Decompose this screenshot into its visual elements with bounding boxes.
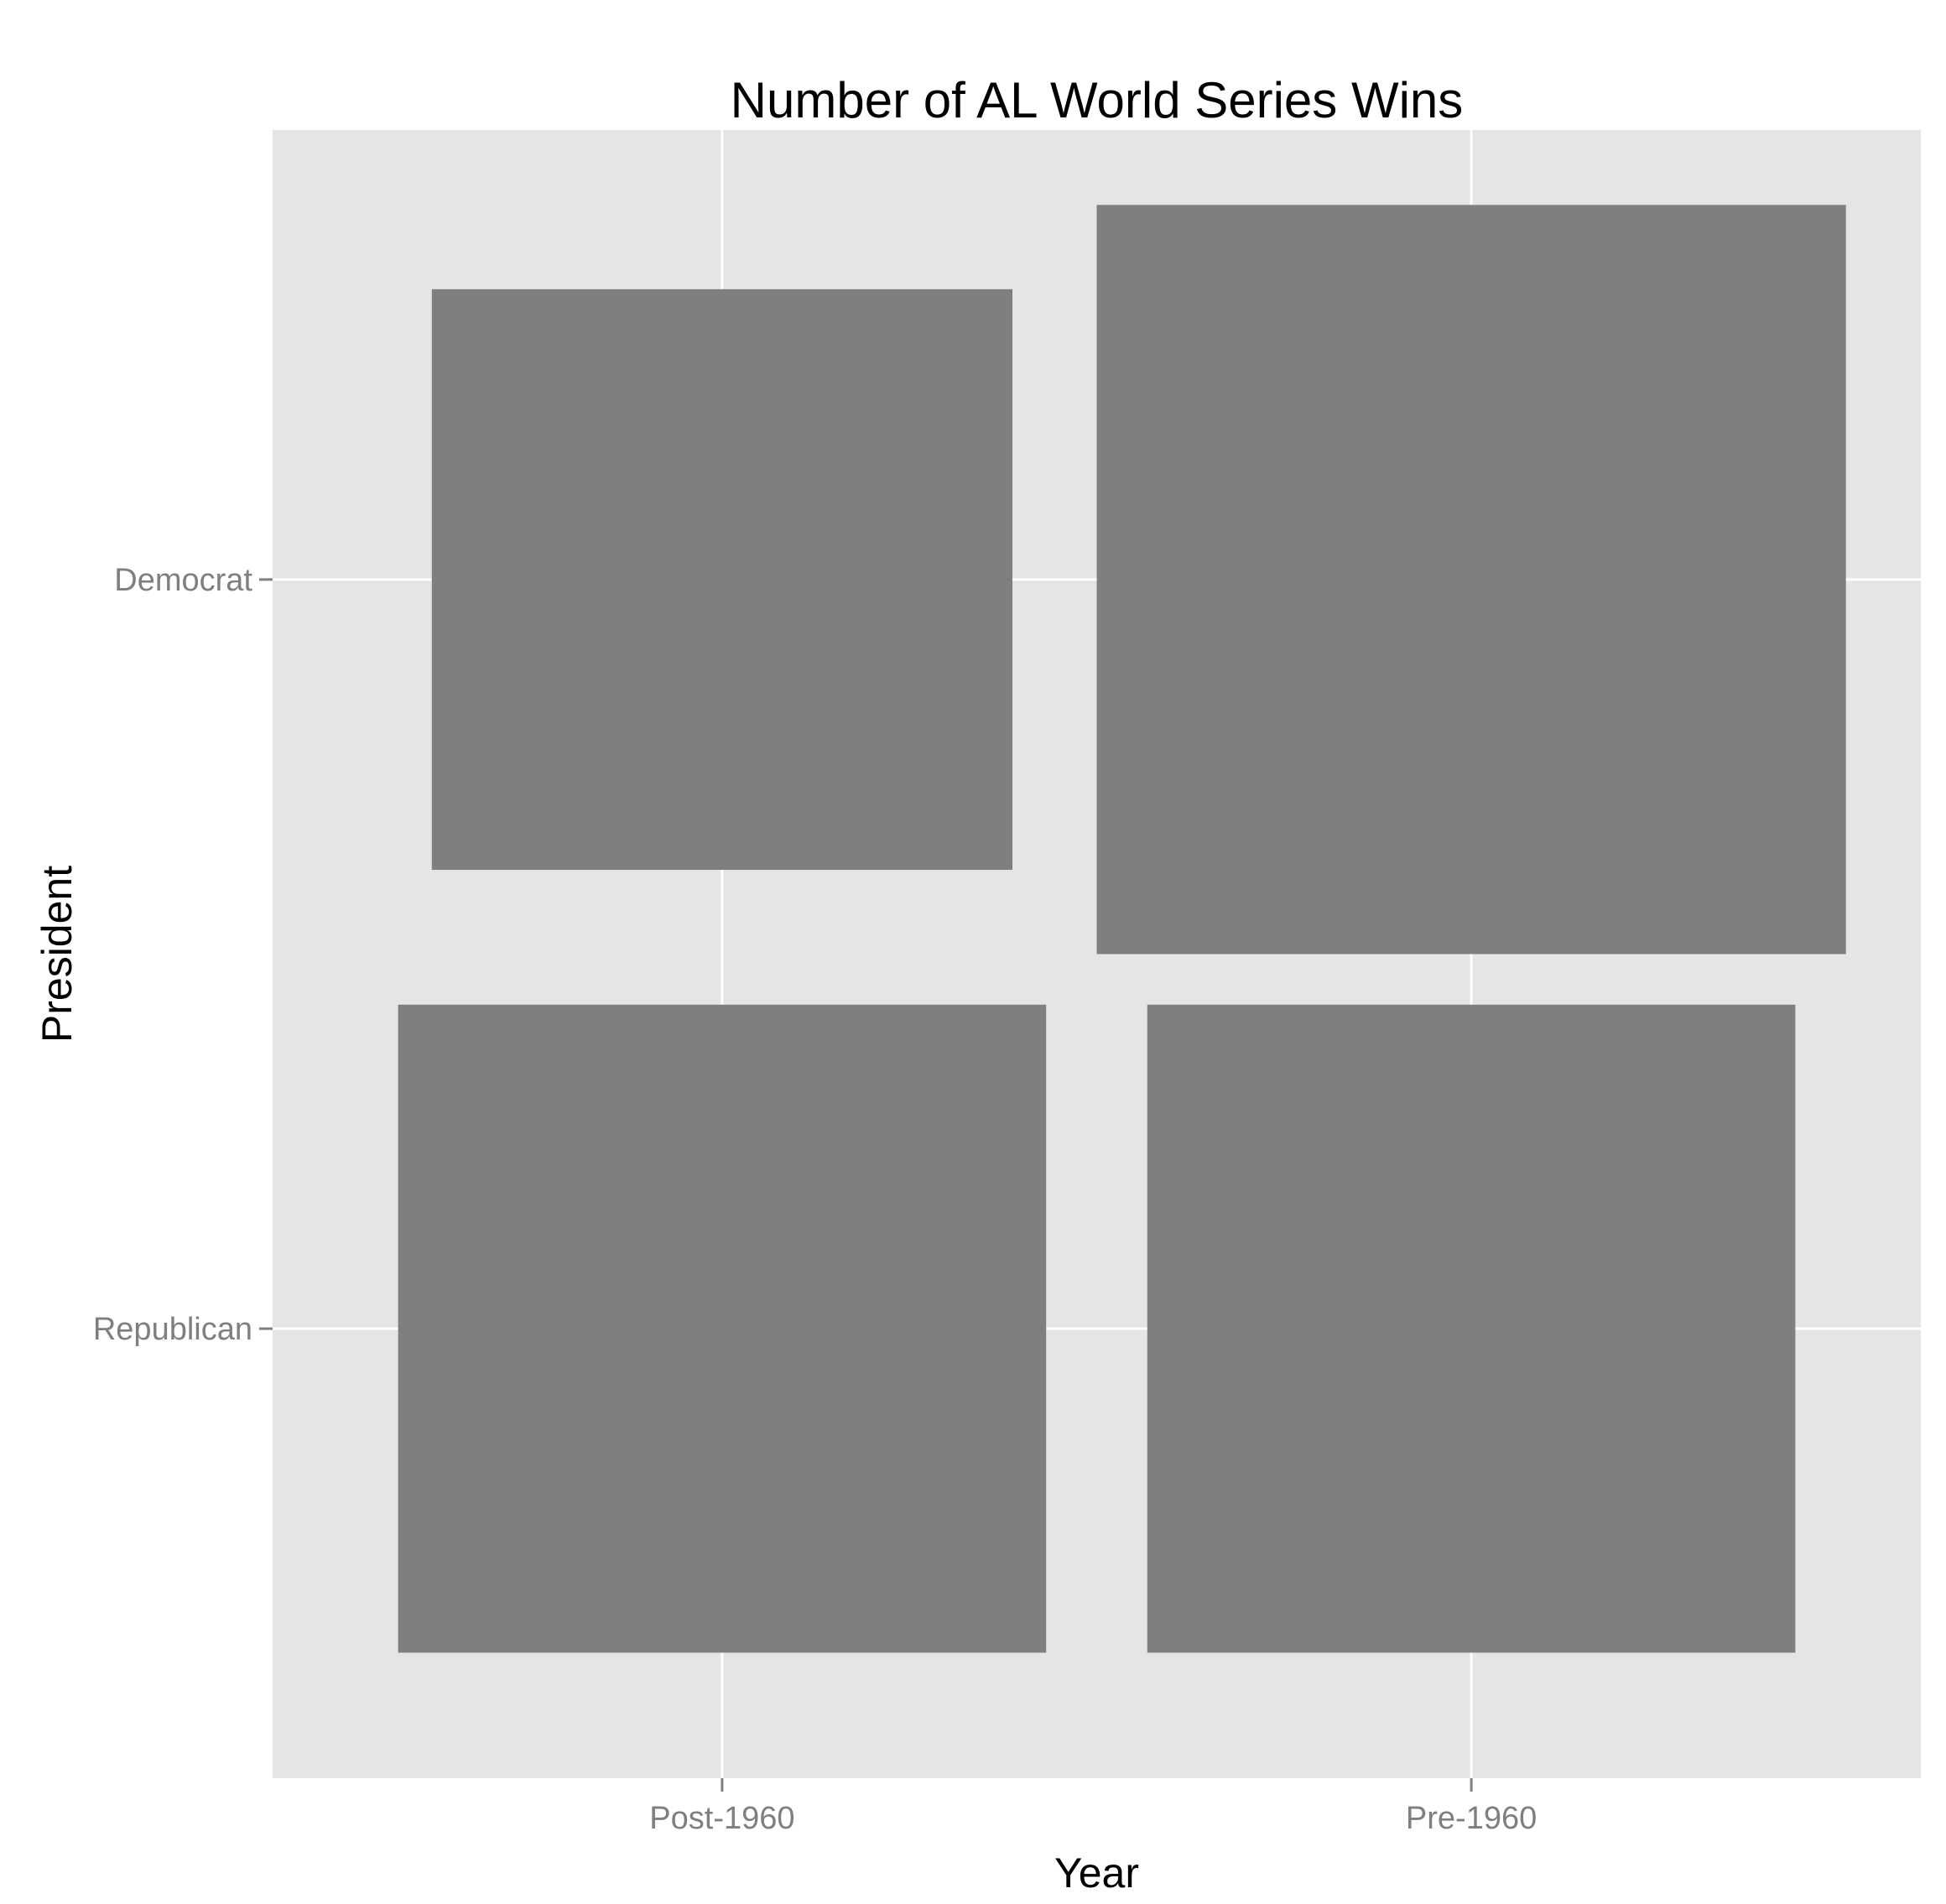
tile-pre-1960-democrat <box>1096 205 1846 955</box>
tiles <box>398 205 1846 1653</box>
chart-title: Number of AL World Series Wins <box>731 72 1464 128</box>
tile-post-1960-democrat <box>431 289 1013 871</box>
x-tick-label-pre-1960: Pre-1960 <box>1406 1801 1537 1836</box>
x-tick-label-post-1960: Post-1960 <box>649 1801 794 1836</box>
x-axis-title: Year <box>1054 1849 1139 1896</box>
tile-pre-1960-republican <box>1147 1004 1796 1653</box>
y-tick-label-republican: Republican <box>93 1312 252 1347</box>
axes: Post-1960 Pre-1960 Republican Democrat <box>93 563 1537 1836</box>
tile-post-1960-republican <box>398 1004 1047 1653</box>
y-tick-label-democrat: Democrat <box>114 563 252 598</box>
y-axis-title: President <box>34 866 81 1043</box>
